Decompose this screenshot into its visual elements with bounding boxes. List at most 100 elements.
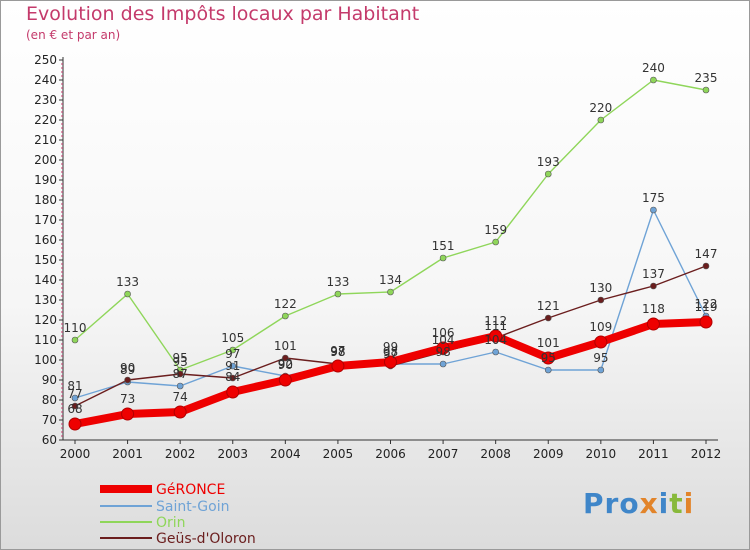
data-label: 87 [173,367,188,381]
data-label: 137 [642,267,665,281]
data-label: 97 [330,344,345,358]
series-line-0 [71,318,710,428]
data-label: 134 [379,273,402,287]
data-point [492,238,499,246]
proxiti-logo: Proxiti [583,487,695,520]
data-label: 98 [330,345,345,359]
data-point [439,254,447,262]
data-label: 118 [642,302,665,316]
data-point [229,346,237,354]
data-label: 68 [67,402,82,416]
series-lines [71,79,710,428]
y-tick-label: 100 [34,353,57,367]
data-point [489,329,503,343]
data-point [176,370,184,378]
y-tick-label: 220 [34,113,57,127]
data-label: 121 [537,299,560,313]
data-label: 111 [484,319,507,333]
data-label: 109 [589,320,612,334]
data-point [226,385,240,399]
y-tick-label: 240 [34,73,57,87]
data-label: 81 [67,379,82,393]
data-point [650,76,657,84]
data-label: 101 [537,336,560,350]
x-tick-label: 2004 [270,447,301,461]
data-point [699,315,713,329]
y-tick-label: 160 [34,233,57,247]
axes: 60 70 80 90 100 110 120 130 140 150 160 170 180 190 20… [34,53,721,461]
data-label: 90 [278,358,293,372]
data-label: 133 [116,275,139,289]
data-point [71,394,79,402]
data-label: 105 [221,331,244,345]
data-label: 97 [383,347,398,361]
data-point [124,376,131,384]
data-point [71,336,79,344]
legend-label: GéRONCE [156,482,225,498]
y-tick-label: 130 [34,293,57,307]
chart-title: Evolution des Impôts locaux par Habitant [26,3,420,25]
data-point [278,373,292,387]
x-tick-label: 2007 [428,447,459,461]
data-point [439,360,447,368]
y-tick-label: 140 [34,273,57,287]
data-label: 92 [278,357,293,371]
data-label: 95 [173,351,188,365]
data-label: 91 [225,359,240,373]
y-tick-label: 190 [34,173,57,187]
series-line-1 [74,209,707,399]
y-tick-label: 150 [34,253,57,267]
data-point [387,288,394,296]
y-tick-label: 210 [34,133,57,147]
x-tick-label: 2012 [691,447,722,461]
data-label: 106 [432,326,455,340]
y-tick-label: 200 [34,153,57,167]
x-tick-label: 2008 [480,447,511,461]
data-label: 122 [695,297,718,311]
data-point [597,366,605,374]
data-point [702,262,710,270]
data-label: 97 [225,347,240,361]
y-tick-label: 250 [34,53,57,67]
x-tick-label: 2006 [375,447,406,461]
data-label: 101 [274,339,297,353]
data-label: 93 [173,355,188,369]
y-tick-label: 110 [34,333,57,347]
data-point [594,335,608,349]
data-point [176,382,184,390]
data-point [492,348,499,356]
data-point [544,366,552,374]
data-point [121,407,135,421]
data-point [334,290,342,298]
data-label: 104 [484,333,507,347]
data-point [597,296,605,304]
legend-label: Saint-Goin [156,499,229,515]
data-label: 112 [484,314,507,328]
data-label: 98 [435,345,450,359]
data-label: 77 [67,387,82,401]
x-tick-label: 2011 [638,447,669,461]
data-label: 90 [120,361,135,375]
data-label: 98 [383,345,398,359]
data-point [229,362,237,370]
data-label: 73 [120,392,135,406]
x-tick-label: 2010 [586,447,617,461]
data-label: 74 [173,390,188,404]
y-tick-label: 60 [42,433,57,447]
data-point [650,206,657,214]
y-tick-label: 70 [42,413,57,427]
legend-label: Orin [156,515,186,531]
data-label: 122 [274,297,297,311]
x-tick-label: 2005 [323,447,354,461]
data-point [282,312,289,320]
data-point [331,359,345,373]
data-label: 95 [593,351,608,365]
data-point [384,355,397,369]
data-label: 147 [695,247,718,261]
data-label: 159 [484,223,507,237]
data-label: 95 [541,351,556,365]
data-label: 220 [589,101,612,115]
